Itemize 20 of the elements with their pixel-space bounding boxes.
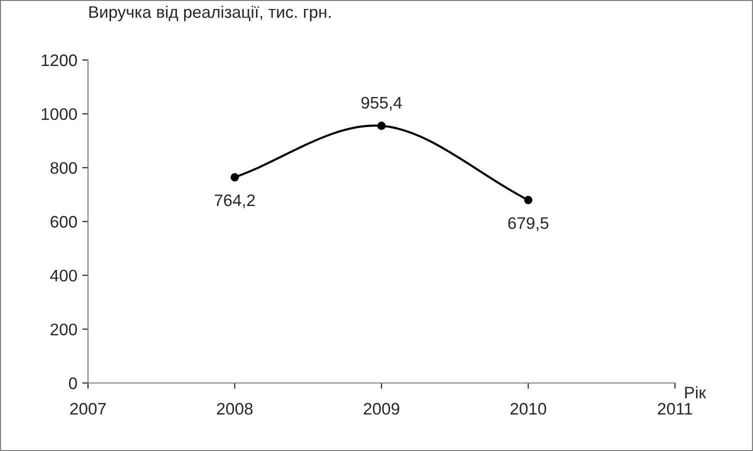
y-tick-label: 1000 — [42, 108, 77, 120]
x-tick-label: 2010 — [510, 402, 546, 415]
y-tick-label: 600 — [50, 216, 77, 228]
y-tick-label: 400 — [50, 270, 77, 282]
y-tick-label: 1200 — [42, 54, 77, 66]
x-tick-label: 2008 — [217, 402, 253, 415]
data-label: 764,2 — [214, 194, 255, 208]
x-tick-label: 2007 — [70, 402, 106, 415]
data-label: 679,5 — [508, 217, 548, 231]
point — [377, 122, 386, 130]
point — [230, 173, 239, 182]
x-axis-title: Рік — [685, 386, 706, 398]
point — [524, 196, 532, 204]
y-tick-label: 0 — [68, 377, 77, 390]
data-label: 955,4 — [361, 96, 402, 111]
y-axis-title: Виручка від реалізації, тис. грн. — [89, 6, 330, 22]
x-tick-label: 2009 — [364, 402, 400, 415]
y-tick-label: 800 — [50, 162, 77, 174]
y-tick-label: 200 — [50, 324, 77, 336]
x-tick-label: 2011 — [658, 402, 692, 415]
